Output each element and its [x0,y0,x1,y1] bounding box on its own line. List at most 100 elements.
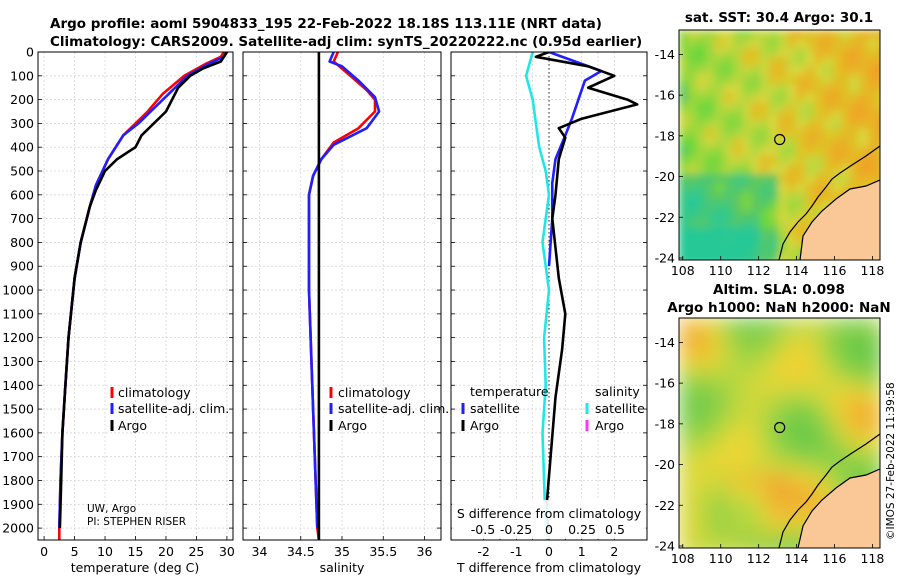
map-cell [811,426,824,439]
map-cell [751,66,761,76]
map-xtick-label: 110 [709,551,733,566]
map-cell [715,120,725,130]
map-cell [742,111,752,121]
map-cell [871,450,880,463]
map-cell [733,75,743,85]
map-cell [751,57,761,67]
legend-s-satellite: satellite [595,401,645,416]
xtick-label-top: -0.5 [471,522,495,537]
map-cell [796,48,806,58]
map-cell [742,66,752,76]
map-cell [871,354,880,367]
xtick-label: 15 [128,544,144,559]
map-cell [679,192,689,202]
map-cell [697,120,707,130]
map-cell [799,390,812,403]
map-cell [715,255,725,260]
map-cell [733,147,743,157]
map-cell [847,390,860,403]
map-cell [811,390,824,403]
map-cell [751,75,761,85]
map-cell [787,48,797,58]
map-cell [679,534,692,547]
t-difference-label: T difference from climatology [456,560,642,575]
map-cell [832,111,842,121]
ytick-label: 1300 [2,354,34,369]
map-cell [727,438,740,451]
map-cell [841,129,851,139]
map-cell [877,120,880,130]
legend-argo-2: Argo [338,418,367,433]
map-cell [877,102,880,112]
map-cell [823,111,833,121]
map-cell [859,75,869,85]
ytick-label: 1200 [2,330,34,345]
map-cell [814,156,824,166]
legend-t-argo: Argo [470,418,499,433]
map-cell [811,342,824,355]
map-cell [877,129,880,139]
map-cell [760,219,770,229]
map-cell [724,147,734,157]
map-cell [832,39,842,49]
map-cell [760,66,770,76]
map-cell [760,237,770,247]
map-cell [742,246,752,256]
map-cell [697,129,707,139]
map-cell [703,330,716,343]
map-cell [760,102,770,112]
map-cell [796,39,806,49]
map-cell [877,165,880,175]
map-cell [751,111,761,121]
map-cell [778,75,788,85]
map-cell [679,450,692,463]
map-xtick-label: 112 [747,551,771,566]
map-cell [871,402,880,415]
map-cell [778,156,788,166]
map-cell [727,330,740,343]
map-cell [703,534,716,547]
map-cell [679,138,689,148]
sla-land [798,469,880,548]
map-cell [805,174,815,184]
map-cell [871,330,880,343]
map-cell [706,219,716,229]
map-cell [703,474,716,487]
xtick-label: 30 [219,544,235,559]
map-ytick-label: -14 [655,47,675,62]
map-ytick-label: -20 [655,169,675,184]
map-cell [823,450,836,463]
map-cell [715,138,725,148]
map-cell [742,165,752,175]
map-cell [751,93,761,103]
map-cell [799,450,812,463]
legend-temperature-heading: temperature [470,384,549,399]
map-cell [823,414,836,427]
map-cell [688,246,698,256]
ytick-label: 0 [26,45,34,60]
map-cell [697,66,707,76]
map-cell [847,438,860,451]
map-cell [775,546,788,548]
map-cell [823,120,833,130]
map-cell [763,522,776,535]
map-cell [823,378,836,391]
map-cell [868,111,878,121]
ytick-label: 300 [10,116,34,131]
map-cell [799,318,812,331]
map-cell [679,342,692,355]
map-cell [859,39,869,49]
xtick-label: 25 [188,544,204,559]
map-cell [688,111,698,121]
map-cell [823,402,836,415]
map-cell [823,474,836,487]
ytick-label: 2000 [2,521,34,536]
map-cell [739,486,752,499]
map-cell [751,342,764,355]
map-ytick-label: -22 [655,210,675,225]
map-cell [778,228,788,238]
map-xtick-label: 116 [823,551,847,566]
ytick-label: 1100 [2,306,34,321]
map-cell [823,66,833,76]
map-cell [847,462,860,475]
